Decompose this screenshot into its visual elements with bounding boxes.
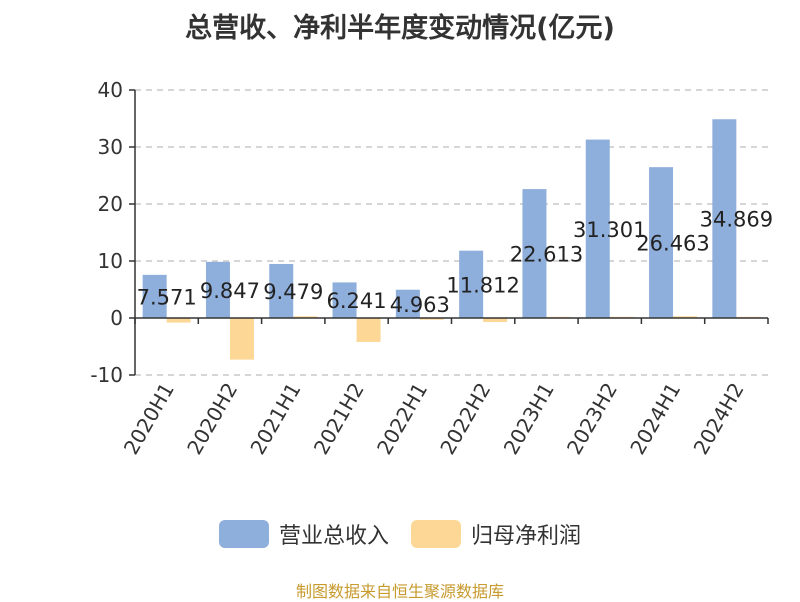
x-category-label: 2021H1 — [245, 379, 305, 459]
bar-net-profit — [166, 318, 191, 323]
bar-revenue — [649, 167, 674, 318]
bar-net-profit — [673, 316, 698, 318]
bars — [142, 119, 761, 360]
y-tick-label: 10 — [98, 249, 123, 273]
legend: 营业总收入 归母净利润 — [0, 518, 800, 550]
bar-revenue — [332, 282, 357, 318]
x-category-label: 2022H2 — [435, 379, 495, 459]
bar-revenue — [585, 139, 610, 318]
x-category-label: 2022H1 — [372, 379, 432, 459]
x-category-label: 2020H1 — [119, 379, 179, 459]
data-label-revenue: 22.613 — [510, 243, 583, 267]
bar-revenue — [269, 263, 294, 318]
x-category-label: 2023H1 — [499, 379, 559, 459]
bar-revenue — [142, 274, 167, 318]
data-label-revenue: 7.571 — [137, 285, 197, 309]
bar-net-profit — [419, 318, 444, 320]
bar-net-profit — [293, 316, 318, 318]
bar-revenue — [459, 250, 484, 318]
x-category-label: 2021H2 — [309, 379, 369, 459]
data-label-revenue: 26.463 — [636, 232, 709, 256]
bar-revenue — [712, 119, 737, 318]
data-label-revenue: 31.301 — [573, 218, 646, 242]
legend-label-revenue: 营业总收入 — [278, 524, 389, 549]
bar-net-profit — [356, 318, 381, 342]
chart-title: 总营收、净利半年度变动情况(亿元) — [185, 13, 615, 44]
legend-label-net-profit: 归母净利润 — [471, 524, 582, 549]
data-label-revenue: 4.963 — [390, 293, 450, 317]
x-category-label: 2024H2 — [689, 379, 749, 459]
x-category-label: 2020H2 — [182, 379, 242, 459]
y-tick-label: 40 — [98, 78, 123, 102]
x-category-label: 2023H2 — [562, 379, 622, 459]
x-category-label: 2024H1 — [625, 379, 685, 459]
legend-swatch-revenue — [218, 520, 269, 548]
y-tick-label: 30 — [98, 135, 123, 159]
bar-net-profit — [229, 318, 254, 360]
legend-item-net-profit[interactable]: 归母净利润 — [411, 518, 581, 550]
bar-revenue — [395, 289, 420, 318]
data-label-revenue: 9.847 — [200, 279, 260, 303]
y-tick-label: 20 — [98, 192, 123, 216]
legend-item-revenue[interactable]: 营业总收入 — [218, 518, 389, 550]
legend-swatch-net-profit — [411, 520, 461, 548]
data-label-revenue: 6.241 — [326, 289, 386, 313]
data-source-note: 制图数据来自恒生聚源数据库 — [295, 582, 504, 601]
data-label-revenue: 11.812 — [446, 273, 519, 297]
data-label-revenue: 34.869 — [700, 208, 773, 232]
bar-revenue — [522, 189, 547, 318]
bar-net-profit — [483, 318, 508, 322]
y-tick-label: 0 — [110, 306, 123, 330]
y-tick-label: -10 — [90, 363, 123, 387]
bar-revenue — [205, 261, 230, 318]
data-label-revenue: 9.479 — [263, 280, 323, 304]
